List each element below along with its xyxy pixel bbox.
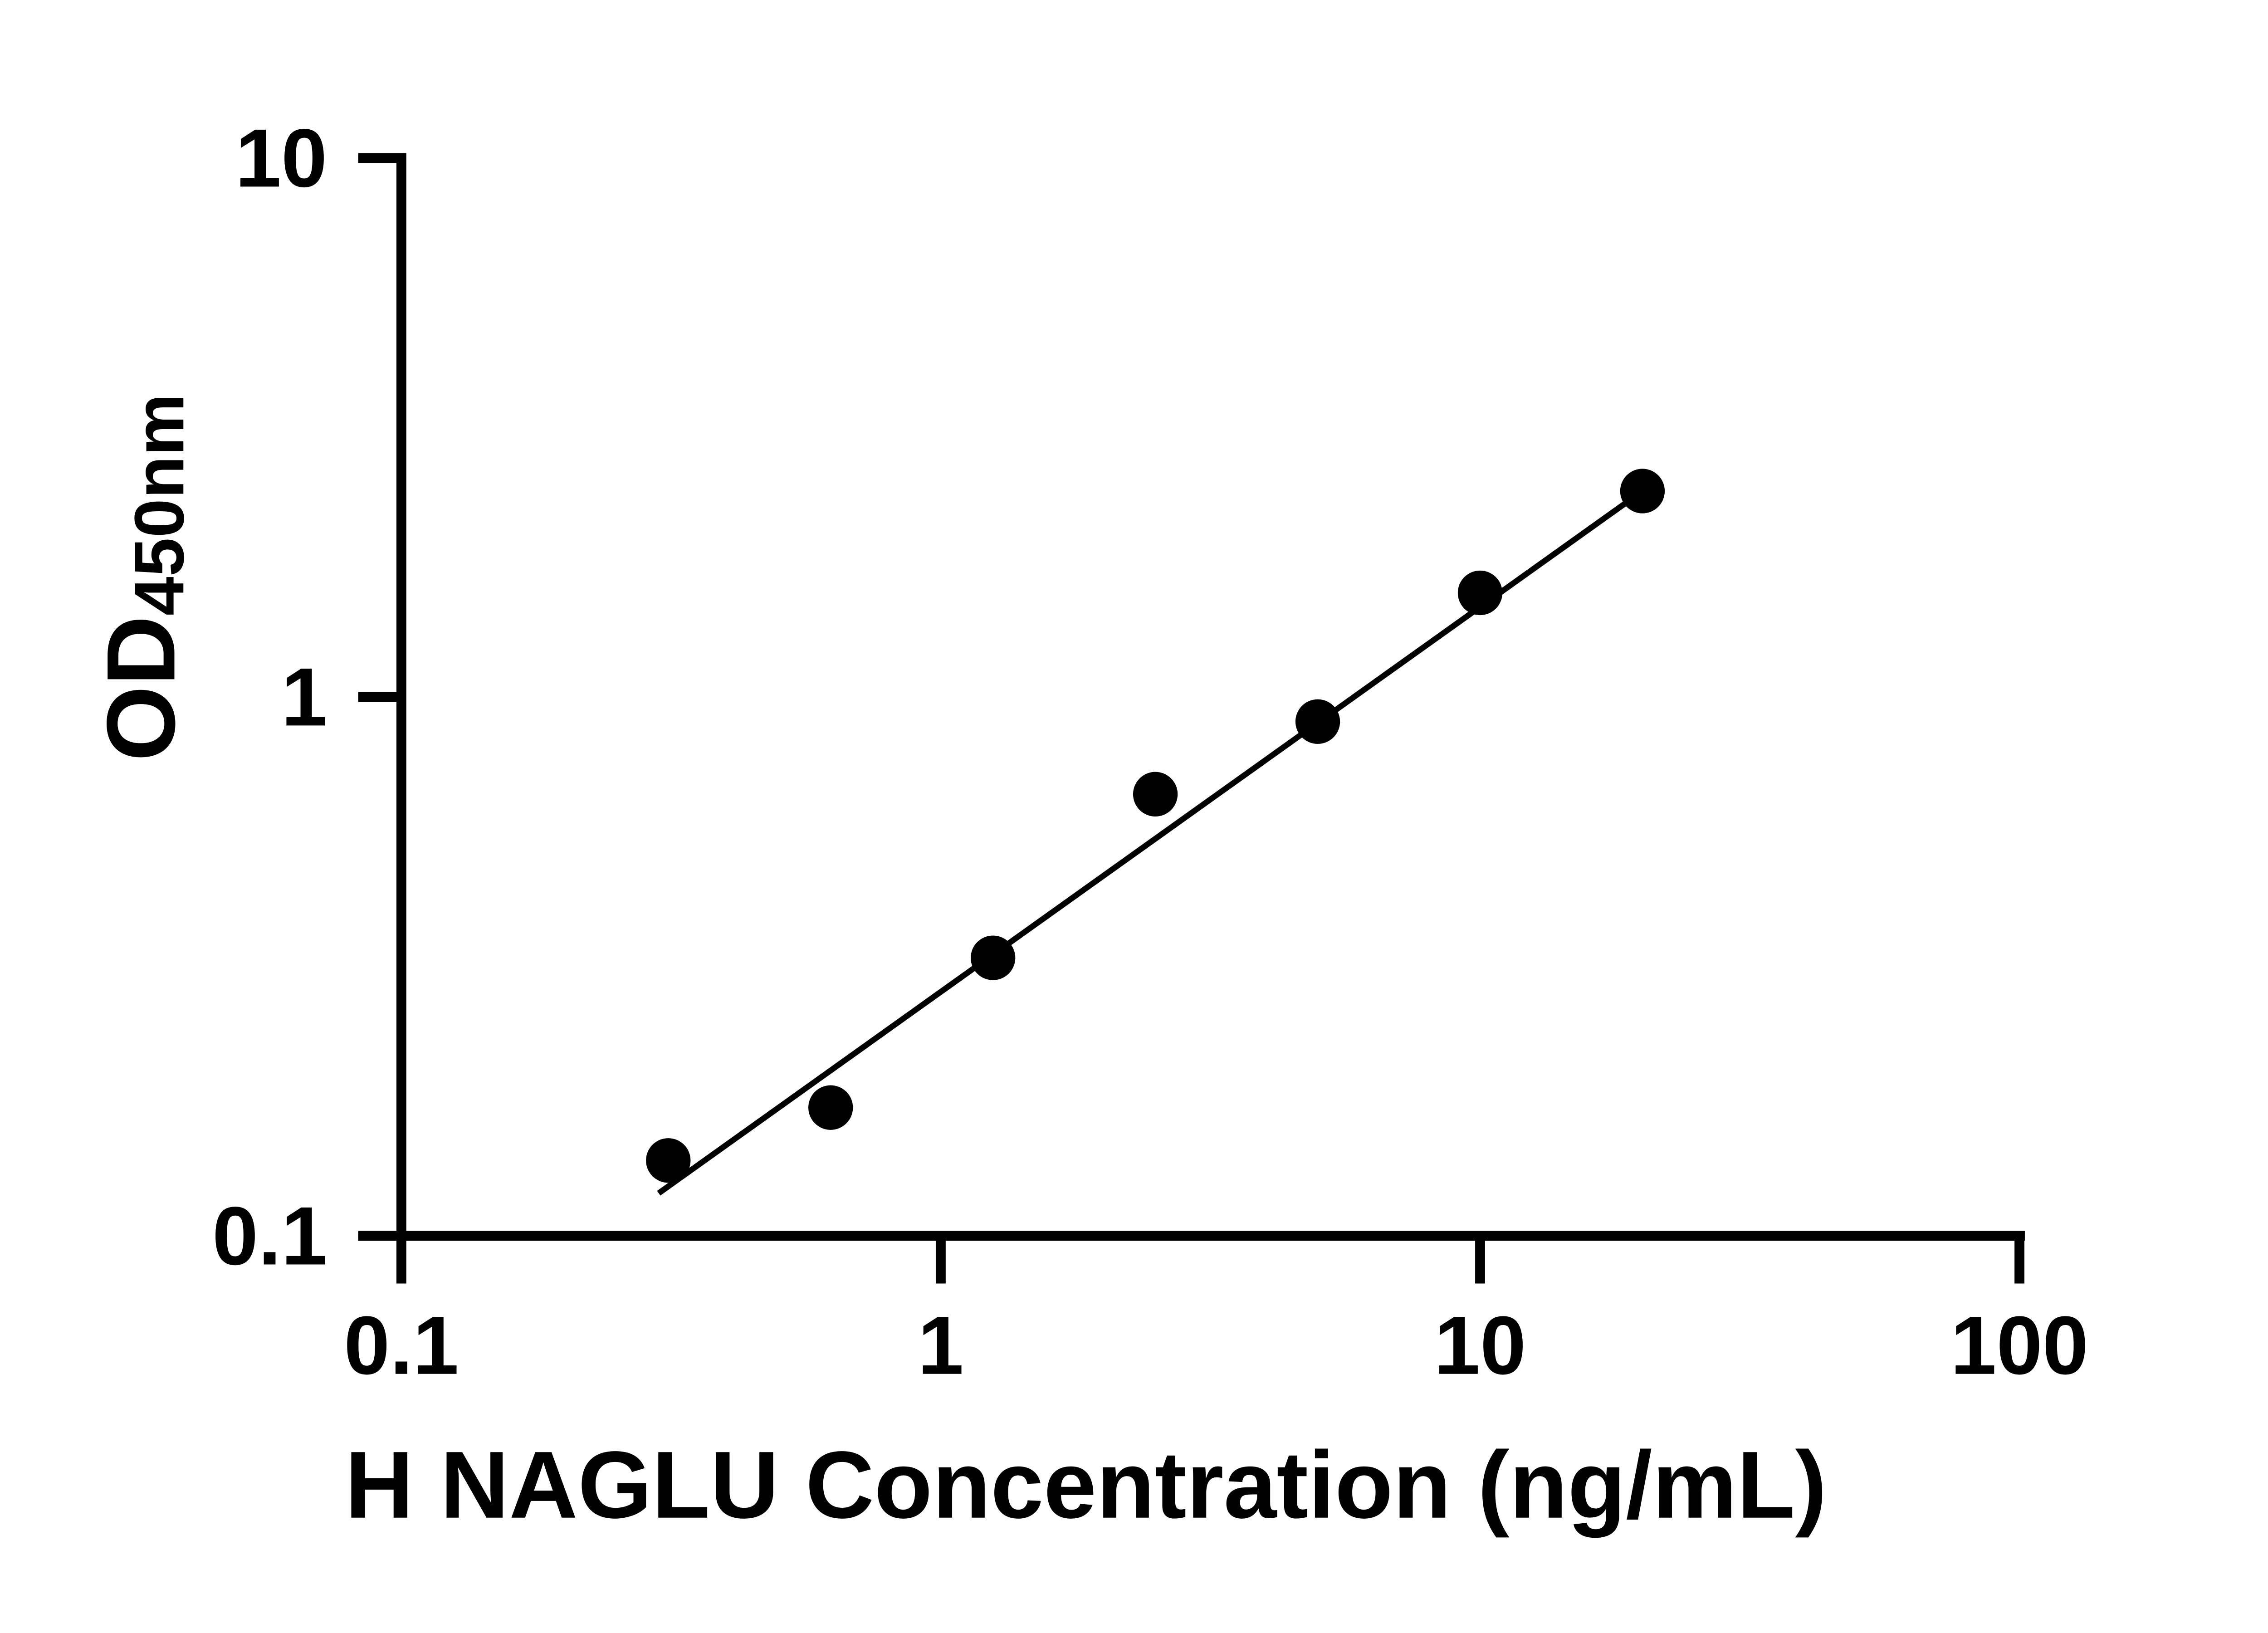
x-axis: 0.1 1 10 100: [344, 1231, 2088, 1392]
x-tick-label: 100: [1950, 1299, 2088, 1392]
y-tick-labels: 0.1 1 10: [212, 112, 327, 1282]
y-ticks: [358, 153, 401, 1241]
y-tick-label: 1: [281, 650, 327, 743]
x-tick-label: 10: [1434, 1299, 1526, 1392]
x-tick-label: 0.1: [344, 1299, 459, 1392]
x-ticks: [396, 1236, 2024, 1284]
y-tick-label: 10: [235, 112, 327, 204]
data-points: [646, 469, 1665, 1183]
x-tick-label: 1: [918, 1299, 963, 1392]
data-point: [1620, 469, 1665, 513]
data-point: [1133, 772, 1178, 816]
y-axis: 0.1 1 10: [212, 112, 406, 1282]
y-tick-label: 0.1: [212, 1189, 327, 1282]
x-tick-labels: 0.1 1 10 100: [344, 1299, 2088, 1392]
y-axis-title-main: OD: [87, 616, 195, 761]
data-point: [971, 935, 1016, 980]
data-point: [646, 1138, 691, 1183]
data-point: [1295, 699, 1340, 744]
data-point: [1457, 570, 1503, 616]
y-axis-title: OD450nm: [87, 393, 198, 761]
x-axis-title: H NAGLU Concentration (ng/mL): [345, 1432, 1827, 1538]
y-axis-title-subscript: 450nm: [120, 393, 198, 616]
data-point: [808, 1085, 853, 1130]
